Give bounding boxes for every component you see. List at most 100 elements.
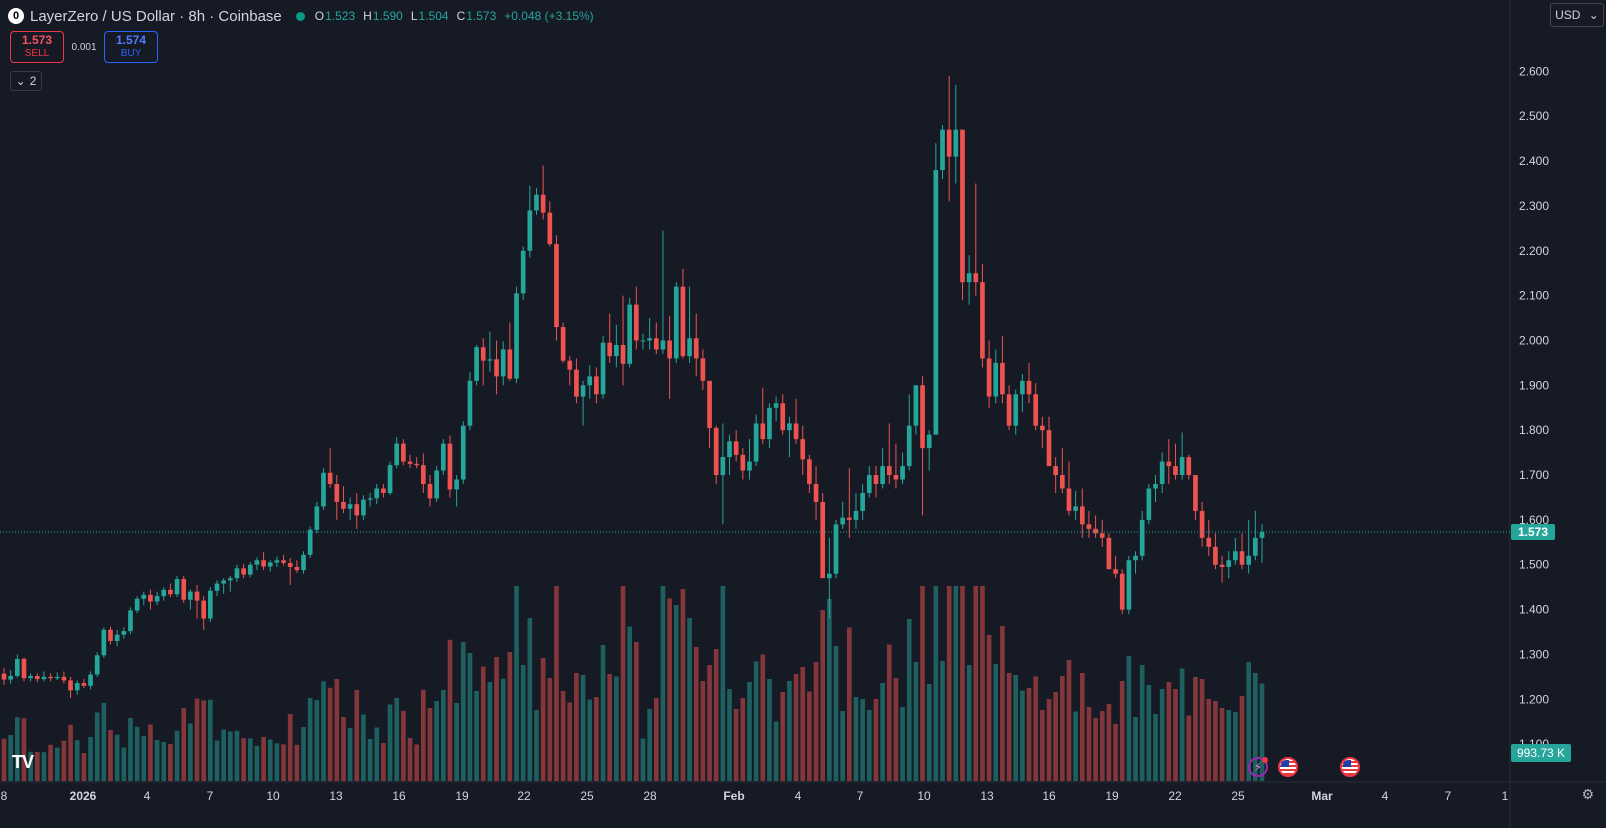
candle-body [700,358,706,381]
candle-body [214,583,220,591]
price-tick-label: 2.200 [1519,244,1549,258]
volume-bar [1106,704,1112,781]
volume-bar [227,731,233,781]
price-tick-label: 1.400 [1519,603,1549,617]
time-tick-label: 8 [1,789,8,803]
candle-body [247,564,253,575]
volume-bar [1020,690,1025,781]
candle-body [61,676,67,681]
candle-body [88,674,93,686]
buy-button[interactable]: 1.574 BUY [104,31,158,63]
volume-bar [68,724,73,781]
gear-icon[interactable]: ⚙ [1581,786,1594,802]
volume-bar [720,586,726,781]
volume-bar [960,586,965,781]
candle-body [1113,569,1118,574]
time-tick-label: 7 [207,789,214,803]
volume-bar [933,586,939,781]
time-tick-label: 28 [643,789,657,803]
candle-body [1006,394,1012,426]
volume-bar [1126,656,1132,781]
candle-body [1246,555,1252,565]
volume-bar [813,662,819,781]
volume-bar [41,752,47,781]
volume-bar [314,700,320,781]
currency-select[interactable]: USD ⌄ [1550,3,1604,27]
candle-body [361,499,366,516]
volume-bar [201,700,207,781]
candle-body [227,578,233,581]
indicators-toggle-button[interactable]: ⌄ 2 [10,71,42,91]
candle-body [447,443,453,490]
volume-bar [713,649,719,781]
candle-body [960,129,965,283]
candle-body [1219,564,1225,567]
volume-bar [527,618,533,781]
candle-body [940,129,945,171]
lightning-glyph: ⚡ [1253,760,1263,774]
price-tick-label: 2.100 [1519,289,1549,303]
volume-bar [667,598,672,781]
candle-body [1133,555,1138,561]
candle-body [294,566,300,571]
volume-bar [487,682,493,781]
volume-bar [880,683,885,781]
candle-body [241,568,246,575]
candle-body [161,589,167,597]
ohlc-high-value: 1.590 [372,9,403,23]
candle-body [1159,461,1165,484]
candle-body [194,591,200,601]
time-tick-label: 7 [857,789,864,803]
candle-body [354,504,360,516]
candle-body [926,434,932,449]
ohlc-high-label: H [363,9,372,23]
candle-body [587,376,593,386]
volume-bar [247,738,253,781]
volume-bar [733,709,739,781]
volume-bar [620,586,626,781]
sell-button[interactable]: 1.573 SELL [10,31,64,63]
candle-body [367,498,373,500]
volume-bar [28,751,33,781]
volume-bar [634,642,639,781]
ohlc-close-label: C [456,9,466,23]
candle-body [1053,466,1058,476]
us-flag-icon[interactable] [1340,757,1360,777]
candle-body [1046,430,1052,467]
volume-bar [567,702,573,781]
candle-body [753,423,759,462]
volume-bar [900,707,905,781]
volume-bar [334,679,340,781]
volume-bar [973,586,979,781]
candle-body [1026,380,1032,395]
candle-body [920,385,925,449]
symbol-title[interactable]: LayerZero / US Dollar · 8h · Coinbase [30,7,282,25]
candle-body [787,423,792,431]
candle-body [48,676,53,679]
candle-body [520,250,526,294]
tradingview-logo-icon[interactable]: TV [12,752,34,772]
volume-bar [1,738,7,781]
volume-bar [1166,682,1172,781]
us-flag-icon[interactable] [1278,757,1298,777]
volume-bar [953,586,959,781]
candle-body [853,510,859,520]
volume-bar [1226,710,1232,781]
time-tick-label: 19 [455,789,469,803]
volume-bar [986,635,992,781]
candle-body [627,304,632,364]
volume-bar [34,752,40,781]
candle-body [254,560,260,565]
volume-bar [873,699,879,781]
volume-bar [1193,677,1198,781]
volume-bar [1173,689,1178,781]
price-tick-label: 1.500 [1519,558,1549,572]
volume-bar [607,674,613,781]
volume-bar [474,691,479,781]
volume-bar [188,723,193,781]
lightning-icon[interactable]: ⚡ [1248,757,1268,777]
candle-body [580,385,586,397]
candle-body [813,484,819,502]
time-tick-label: 4 [795,789,802,803]
